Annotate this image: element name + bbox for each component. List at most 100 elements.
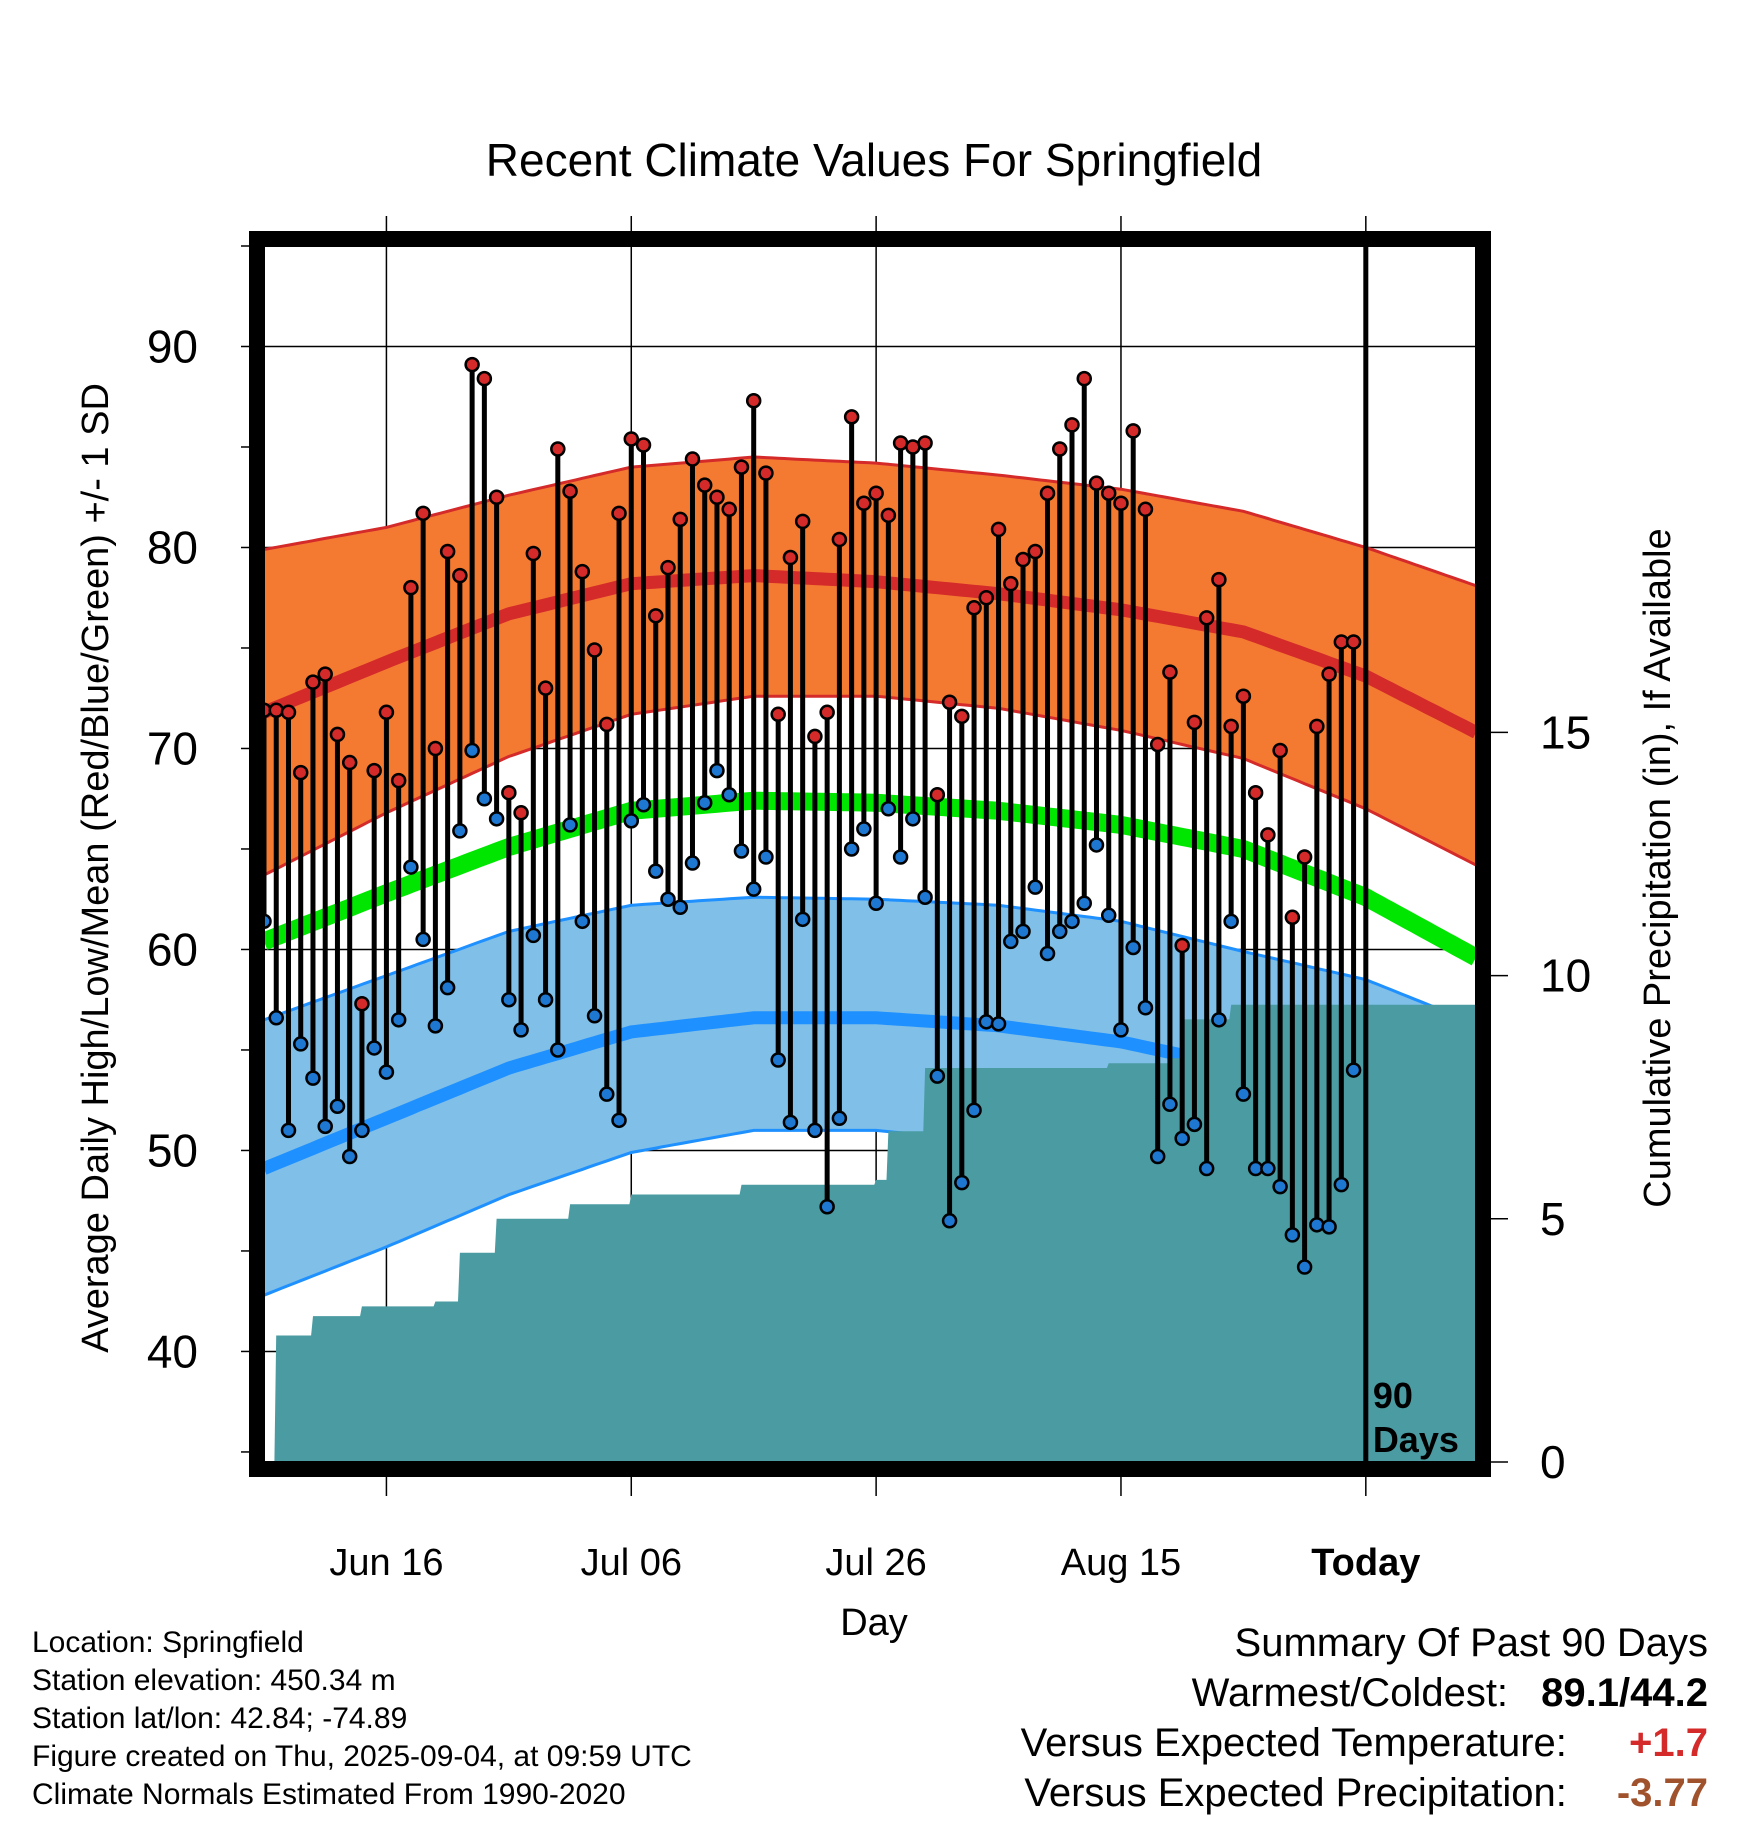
- daily-high-point: [696, 477, 713, 493]
- daily-low-point: [1321, 1219, 1337, 1235]
- daily-low-point: [856, 821, 872, 837]
- daily-low-point: [586, 1008, 603, 1024]
- daily-high-point: [1235, 688, 1252, 704]
- plot-frame: [249, 231, 1491, 1477]
- daily-low-point: [599, 1086, 615, 1102]
- y2-tick-label: 15: [1540, 706, 1591, 758]
- daily-high-point: [770, 706, 786, 723]
- daily-high-point: [501, 784, 517, 801]
- summary-row-warmcold: Warmest/Coldest: 89.1/44.2: [1021, 1668, 1708, 1718]
- y2-tick-label: 0: [1540, 1436, 1566, 1488]
- daily-low-point: [966, 1102, 982, 1119]
- y2-tick-label: 10: [1540, 950, 1591, 1002]
- daily-low-point: [390, 1012, 407, 1028]
- location-text: Location: Springfield: [32, 1626, 304, 1659]
- daily-high-point: [831, 531, 848, 548]
- y-tick-label: 70: [147, 722, 198, 774]
- daily-high-point: [1125, 423, 1141, 439]
- y2-axis-label: Cumulative Precipitation (in), If Availa…: [1637, 528, 1679, 1207]
- precip-area: [264, 1004, 1476, 1462]
- daily-high-point: [1052, 441, 1068, 457]
- daily-high-point: [317, 666, 333, 682]
- daily-low-point: [1260, 1160, 1276, 1177]
- daily-low-point: [819, 1198, 835, 1215]
- daily-high-point: [966, 600, 982, 616]
- temp-value: +1.7: [1629, 1721, 1708, 1765]
- x-tick-label: Jul 26: [825, 1542, 926, 1584]
- y-tick-label: 60: [147, 923, 198, 975]
- daily-high-point: [611, 505, 627, 522]
- daily-high-point: [427, 740, 444, 757]
- daily-high-point: [856, 495, 872, 512]
- daily-high-point: [1064, 417, 1080, 433]
- daily-high-point: [1186, 714, 1203, 731]
- daily-low-point: [562, 817, 578, 833]
- daily-high-point: [807, 728, 823, 745]
- daily-low-point: [1284, 1227, 1301, 1243]
- daily-low-point: [1211, 1012, 1227, 1028]
- daily-high-point: [721, 501, 737, 518]
- x-tick-label: Today: [1311, 1542, 1420, 1584]
- daily-low-point: [1137, 1000, 1154, 1016]
- daily-high-point: [660, 559, 676, 576]
- daily-high-point: [537, 680, 554, 696]
- daily-high-point: [1260, 827, 1276, 843]
- daily-low-point: [439, 979, 456, 996]
- created-text: Figure created on Thu, 2025-09-04, at 09…: [32, 1740, 692, 1773]
- daily-low-point: [378, 1064, 395, 1080]
- daily-high-point: [1321, 666, 1337, 682]
- daily-high-point: [329, 726, 346, 743]
- daily-low-point: [1333, 1176, 1350, 1193]
- daily-high-point: [635, 437, 652, 453]
- daily-high-point: [1345, 634, 1362, 650]
- daily-low-point: [1064, 913, 1080, 930]
- daily-low-point: [941, 1213, 958, 1229]
- daily-high-point: [1113, 495, 1129, 512]
- daily-high-point: [1003, 575, 1019, 592]
- normals-text: Climate Normals Estimated From 1990-2020: [32, 1778, 626, 1811]
- today-days-number: 90: [1373, 1375, 1413, 1416]
- daily-low-point: [1003, 933, 1019, 950]
- daily-low-point: [648, 863, 664, 879]
- daily-low-point: [892, 849, 909, 865]
- daily-low-point: [843, 841, 860, 857]
- daily-low-point: [1174, 1130, 1190, 1147]
- daily-high-point: [390, 772, 407, 789]
- daily-low-point: [354, 1122, 370, 1139]
- daily-high-point: [709, 489, 725, 505]
- daily-low-point: [341, 1148, 358, 1165]
- daily-low-point: [415, 931, 431, 948]
- daily-low-point: [1149, 1148, 1166, 1165]
- daily-low-point: [1113, 1022, 1129, 1038]
- daily-low-point: [1015, 923, 1031, 940]
- daily-high-point: [929, 786, 946, 803]
- daily-low-point: [954, 1174, 970, 1191]
- y-tick-label: 80: [147, 521, 198, 573]
- daily-low-point: [794, 911, 811, 928]
- daily-high-point: [672, 511, 688, 528]
- daily-low-point: [733, 843, 750, 859]
- daily-low-point: [929, 1068, 946, 1084]
- daily-high-point: [758, 465, 774, 481]
- warm-cold-value: 89.1/44.2: [1541, 1671, 1708, 1715]
- daily-high-point: [1296, 849, 1313, 865]
- daily-high-point: [599, 716, 615, 733]
- daily-high-point: [623, 431, 640, 447]
- daily-high-point: [880, 507, 897, 524]
- daily-low-point: [709, 762, 725, 779]
- daily-high-point: [415, 505, 431, 522]
- daily-low-point: [317, 1118, 333, 1135]
- daily-high-point: [1272, 742, 1288, 759]
- daily-low-point: [745, 881, 762, 897]
- y-tick-label: 90: [147, 320, 198, 372]
- daily-low-point: [1100, 907, 1117, 924]
- daily-high-point: [941, 694, 958, 711]
- daily-high-point: [1223, 718, 1239, 735]
- x-tick-label: Jun 16: [329, 1542, 443, 1584]
- high-sd-band: [264, 457, 1476, 876]
- daily-high-point: [1088, 475, 1105, 491]
- daily-low-point: [660, 891, 676, 907]
- daily-high-point: [305, 674, 321, 690]
- daily-high-point: [868, 485, 884, 501]
- daily-high-point: [452, 567, 468, 584]
